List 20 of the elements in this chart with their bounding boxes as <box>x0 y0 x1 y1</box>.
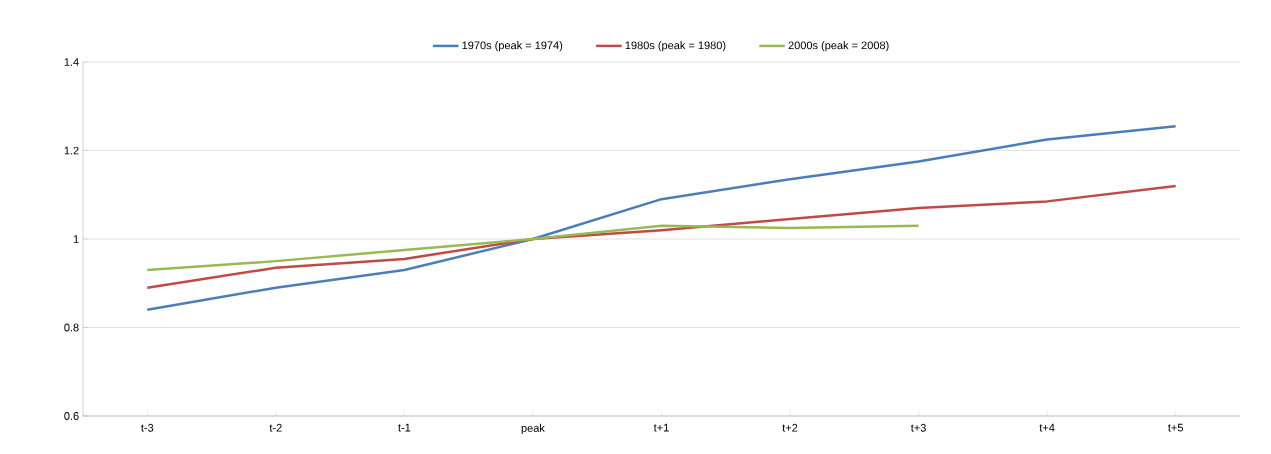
y-tick-label: 0.8 <box>64 323 79 332</box>
x-tick-label: t-1 <box>398 423 411 432</box>
legend-label: 1980s (peak = 1980) <box>625 41 726 52</box>
legend-label: 2000s (peak = 2008) <box>788 41 889 52</box>
y-tick-label: 1.4 <box>64 58 79 66</box>
legend-label: 1970s (peak = 1974) <box>462 41 563 52</box>
x-tick-label: t-3 <box>141 423 154 432</box>
x-tick-label: t+4 <box>1039 423 1055 432</box>
line-series <box>146 224 920 272</box>
y-tick-label: 1 <box>73 235 79 243</box>
x-tick-label: t+3 <box>910 423 926 432</box>
line-series <box>146 184 1177 289</box>
y-tick-label: 1.2 <box>64 146 79 155</box>
x-tick-label: t+2 <box>782 423 798 432</box>
x-tick-label: t+1 <box>653 423 669 432</box>
x-tick-label: t+5 <box>1168 423 1183 432</box>
x-tick-label: t-2 <box>269 423 282 432</box>
x-tick-label: peak <box>521 423 545 435</box>
y-tick-label: 0.6 <box>64 412 79 420</box>
line-series <box>146 124 1177 312</box>
